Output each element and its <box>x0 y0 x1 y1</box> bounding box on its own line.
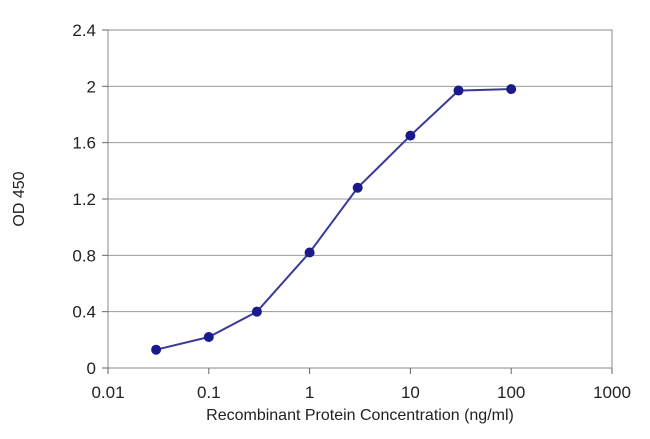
series-line <box>155 88 512 351</box>
y-tick-label: 2 <box>87 77 96 96</box>
y-axis-title: OD 450 <box>11 171 28 226</box>
data-point <box>251 306 262 317</box>
data-point <box>506 84 517 95</box>
y-tick-label: 0.8 <box>72 246 96 265</box>
data-point <box>352 182 363 193</box>
series-layer <box>151 84 517 355</box>
x-tick-label: 0.1 <box>197 383 221 402</box>
x-tick-label: 1 <box>305 383 314 402</box>
y-tick-label: 2.4 <box>72 21 96 40</box>
data-point <box>405 130 416 141</box>
y-tick-label: 0.4 <box>72 303 96 322</box>
data-point <box>151 344 162 355</box>
y-tick-label: 1.6 <box>72 134 96 153</box>
gridlines <box>108 85 612 313</box>
x-tick-label: 1000 <box>593 383 631 402</box>
y-tick-label: 0 <box>87 359 96 378</box>
x-tick-label: 100 <box>497 383 525 402</box>
data-point <box>453 85 464 96</box>
data-point <box>304 247 315 258</box>
y-tick-label: 1.2 <box>72 190 96 209</box>
data-point <box>203 332 214 343</box>
x-tick-label: 0.01 <box>91 383 124 402</box>
x-tick-label: 10 <box>401 383 420 402</box>
x-axis-title: Recombinant Protein Concentration (ng/ml… <box>206 407 514 424</box>
y-axis-ticks: 0 0.4 0.8 1.2 1.6 2 2.4 <box>72 21 108 378</box>
x-axis-ticks: 0.01 0.1 1 10 100 1000 <box>91 368 631 402</box>
